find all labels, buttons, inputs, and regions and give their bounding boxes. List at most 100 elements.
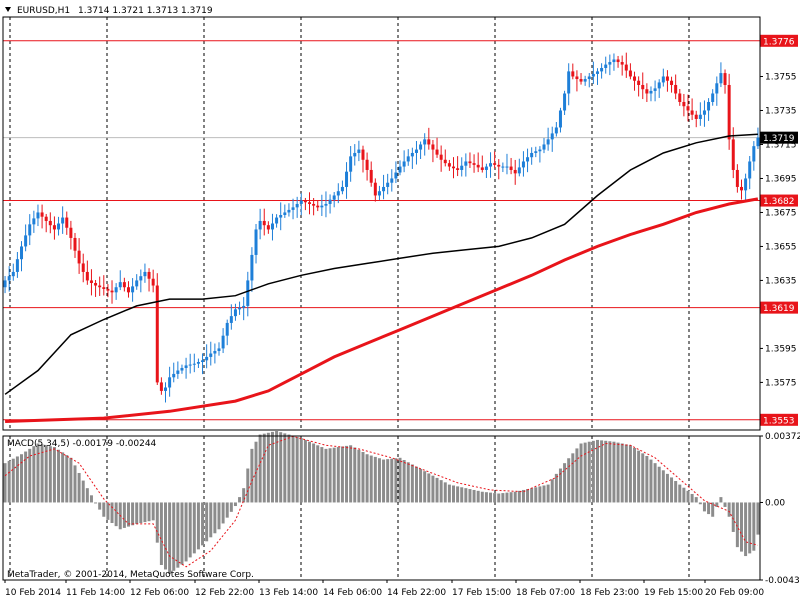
macd-frame bbox=[2, 435, 761, 581]
candle-body bbox=[748, 161, 752, 179]
macd-histogram-bar bbox=[451, 485, 455, 503]
candle-body bbox=[563, 93, 567, 111]
macd-histogram-bar bbox=[172, 502, 176, 571]
macd-histogram-bar bbox=[628, 445, 632, 503]
macd-histogram-bar bbox=[345, 445, 349, 503]
candle-body bbox=[15, 259, 19, 272]
macd-histogram-bar bbox=[386, 459, 390, 503]
candle-body bbox=[291, 207, 295, 210]
macd-histogram-bar bbox=[135, 502, 139, 524]
candle-body bbox=[513, 169, 517, 174]
macd-histogram-bar bbox=[270, 431, 274, 503]
macd-histogram-bar bbox=[77, 472, 81, 503]
candle-body bbox=[77, 250, 81, 264]
macd-histogram-bar bbox=[377, 458, 381, 503]
macd-histogram-bar bbox=[336, 447, 340, 503]
candle-body bbox=[131, 286, 135, 293]
candle-body bbox=[369, 169, 373, 183]
price-level-label: 1.3619 bbox=[763, 304, 795, 314]
macd-histogram-bar bbox=[435, 477, 439, 503]
macd-histogram-bar bbox=[727, 502, 731, 517]
candle-body bbox=[361, 149, 365, 160]
macd-histogram-bar bbox=[633, 447, 637, 503]
candle-body bbox=[542, 144, 546, 150]
macd-histogram-bar bbox=[752, 502, 756, 551]
macd-histogram-bar bbox=[657, 466, 661, 503]
macd-histogram-bar bbox=[283, 433, 287, 503]
candle-body bbox=[180, 367, 184, 371]
candle-body bbox=[299, 200, 303, 204]
macd-histogram-bar bbox=[715, 502, 719, 507]
candle-body bbox=[217, 348, 221, 351]
macd-histogram-bar bbox=[587, 441, 591, 503]
macd-histogram-bar bbox=[180, 502, 184, 565]
candle-body bbox=[386, 182, 390, 187]
candle-body bbox=[641, 84, 645, 90]
macd-histogram-bar bbox=[369, 455, 373, 503]
candle-body bbox=[382, 186, 386, 192]
candle-body bbox=[526, 157, 530, 162]
macd-histogram-bar bbox=[665, 473, 669, 503]
candle-body bbox=[262, 220, 266, 226]
candle-body bbox=[353, 152, 357, 157]
macd-histogram-bar bbox=[373, 456, 377, 503]
candle-body bbox=[308, 202, 312, 204]
macd-histogram-bar bbox=[361, 451, 365, 503]
macd-histogram-bar bbox=[238, 497, 242, 503]
candle-body bbox=[201, 360, 205, 363]
candle-body bbox=[147, 271, 151, 279]
macd-histogram-bar bbox=[460, 487, 464, 503]
macd-histogram-bar bbox=[151, 502, 155, 521]
candle-body bbox=[665, 76, 669, 81]
macd-histogram-bar bbox=[690, 493, 694, 503]
candle-body bbox=[24, 235, 28, 247]
moving-averages bbox=[4, 133, 759, 423]
macd-histogram-bar bbox=[472, 489, 476, 503]
price-level-tag bbox=[760, 194, 798, 207]
candle-body bbox=[521, 161, 525, 168]
macd-histogram-bar bbox=[61, 452, 65, 503]
time-tick-label: 13 Feb 14:00 bbox=[259, 588, 318, 598]
candle-body bbox=[723, 73, 727, 85]
macd-histogram-bar bbox=[653, 463, 657, 503]
candle-body bbox=[275, 217, 279, 224]
candle-body bbox=[357, 149, 361, 153]
candle-body bbox=[336, 191, 340, 196]
macd-histogram-bar bbox=[505, 492, 509, 503]
candle-body bbox=[254, 229, 258, 255]
macd-histogram-bar bbox=[20, 454, 24, 503]
candle-body bbox=[579, 79, 583, 82]
macd-histogram-bar bbox=[390, 458, 394, 503]
candle-body bbox=[3, 280, 7, 288]
candle-body bbox=[36, 212, 40, 219]
macd-histogram-bar bbox=[221, 502, 225, 524]
price-tick-label: 1.3755 bbox=[765, 72, 797, 82]
candle-body bbox=[390, 178, 394, 183]
candle-body bbox=[735, 169, 739, 187]
candle-body bbox=[451, 166, 455, 169]
macd-histogram-bar bbox=[353, 447, 357, 503]
candle-body bbox=[28, 224, 32, 236]
candle-body bbox=[538, 149, 542, 152]
macd-histogram-bar bbox=[735, 502, 739, 548]
candle-body bbox=[414, 149, 418, 153]
dropdown-triangle-icon bbox=[5, 7, 11, 12]
macd-histogram-bar bbox=[476, 490, 480, 503]
candle-body bbox=[184, 365, 188, 368]
macd-histogram-bar bbox=[711, 502, 715, 517]
candle-body bbox=[649, 90, 653, 94]
candle-body bbox=[628, 70, 632, 77]
macd-histogram-bar bbox=[480, 491, 484, 503]
macd-histogram-bar bbox=[155, 502, 159, 543]
copyright-text: MetaTrader, © 2001-2014, MetaQuotes Soft… bbox=[7, 570, 254, 580]
macd-histogram-bar bbox=[168, 502, 172, 574]
candle-body bbox=[168, 377, 172, 388]
candle-body bbox=[612, 59, 616, 63]
candle-body bbox=[431, 144, 435, 150]
macd-histogram-bar bbox=[106, 502, 110, 520]
candle-body bbox=[509, 166, 513, 170]
candle-body bbox=[81, 263, 85, 272]
macd-label: MACD(5,34,5) -0.00179 -0.00244 bbox=[7, 439, 157, 449]
price-level-tag bbox=[760, 301, 798, 314]
macd-histogram-bar bbox=[682, 487, 686, 503]
